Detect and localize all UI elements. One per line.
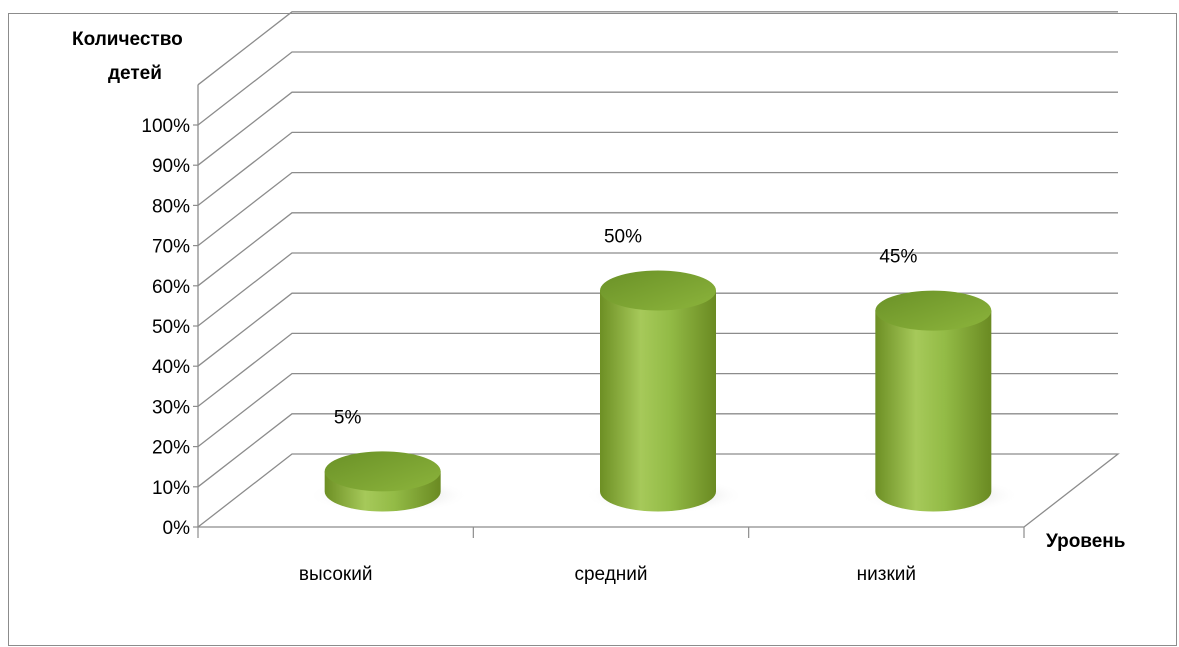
gridline: [197, 51, 1118, 126]
data-label: 5%: [334, 407, 362, 428]
gridline: [197, 292, 1118, 367]
y-tick-label: 0%: [163, 518, 191, 539]
y-tick-label: 60%: [152, 277, 190, 298]
bar-top: [875, 290, 992, 331]
x-tick-label: высокий: [299, 564, 373, 585]
y-tick-labels: 0% 10% 20% 30% 40% 50% 60% 70% 80% 90% 100%: [141, 116, 190, 539]
data-label: 50%: [604, 227, 642, 248]
bar: [859, 290, 1020, 514]
bar-top: [600, 270, 716, 311]
gridline: [197, 252, 1118, 327]
x-axis-title: Уровень: [1046, 531, 1125, 552]
gridline: [197, 413, 1118, 488]
y-tick-label: 50%: [152, 317, 190, 338]
gridline: [197, 212, 1118, 287]
gridline: [197, 131, 1118, 206]
x-tick-label: низкий: [857, 564, 916, 585]
y-axis-title-line-2: детей: [108, 63, 162, 84]
gridlines: [197, 11, 1118, 488]
y-tick-label: 80%: [152, 196, 190, 217]
bar: [584, 270, 744, 514]
data-label: 45%: [879, 247, 917, 268]
gridline: [197, 332, 1118, 407]
bar-body: [600, 290, 716, 512]
axes: [193, 84, 1120, 538]
gridline: [197, 171, 1118, 247]
x-tick-labels: высокий средний низкий: [299, 564, 916, 585]
data-labels: 5% 50% 45%: [334, 227, 918, 429]
bar: [308, 451, 469, 514]
y-tick-label: 90%: [152, 156, 190, 177]
bar-top: [324, 451, 441, 492]
gridline: [197, 372, 1118, 448]
x-tick-label: средний: [574, 564, 647, 585]
bars: [308, 270, 1020, 514]
gridline: [197, 11, 1118, 86]
y-tick-label: 20%: [152, 438, 190, 459]
y-tick-label: 100%: [141, 116, 190, 137]
gridline: [197, 91, 1118, 166]
y-tick-label: 40%: [152, 357, 190, 378]
bar-body: [875, 310, 992, 512]
y-axis-title-line-1: Количество: [72, 29, 183, 50]
y-tick-label: 30%: [152, 397, 190, 418]
y-tick-label: 10%: [152, 478, 190, 499]
y-tick-label: 70%: [152, 237, 190, 258]
